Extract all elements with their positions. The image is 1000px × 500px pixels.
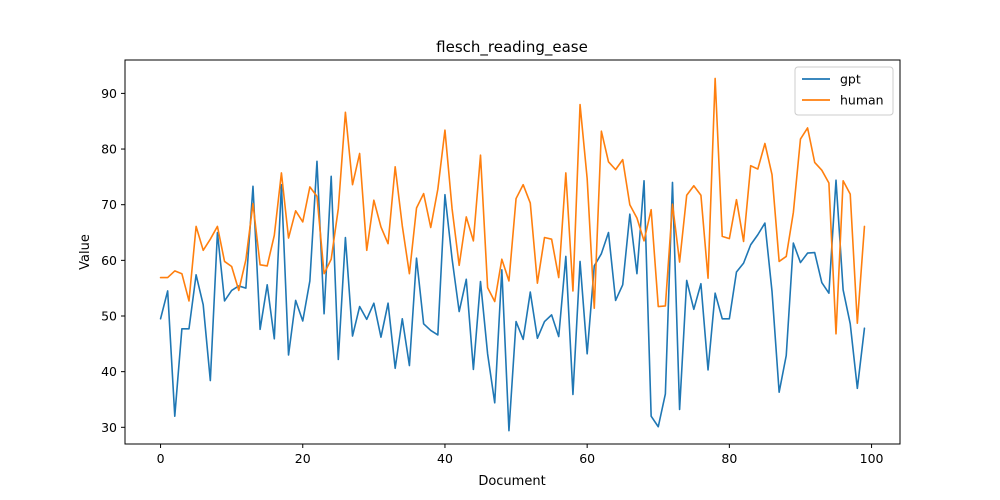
x-tick-label: 0 — [157, 451, 165, 466]
legend-label-gpt: gpt — [840, 72, 861, 87]
x-tick-label: 60 — [579, 451, 595, 466]
legend-label-human: human — [840, 93, 884, 108]
y-tick-label: 30 — [101, 420, 117, 435]
legend: gpt human — [794, 66, 894, 116]
y-tick-label: 80 — [101, 142, 117, 157]
y-tick-label: 70 — [101, 197, 117, 212]
y-tick-label: 90 — [101, 86, 117, 101]
x-tick-label: 100 — [860, 451, 884, 466]
y-axis-label: Value — [78, 234, 93, 270]
x-axis-label: Document — [478, 474, 545, 489]
x-tick-label: 40 — [437, 451, 453, 466]
x-axis-ticks: 0 20 40 60 80 100 — [157, 444, 884, 466]
plot-frame — [124, 59, 901, 445]
series-line-human — [159, 77, 866, 335]
chart-title: flesch_reading_ease — [436, 38, 588, 57]
x-tick-label: 80 — [721, 451, 737, 466]
y-tick-label: 50 — [101, 309, 117, 324]
series-lines — [159, 77, 866, 432]
series-line-gpt — [159, 160, 866, 432]
y-axis-ticks: 30 40 50 60 70 80 90 — [101, 86, 125, 435]
y-tick-label: 60 — [101, 253, 117, 268]
y-tick-label: 40 — [101, 364, 117, 379]
x-tick-label: 20 — [295, 451, 311, 466]
